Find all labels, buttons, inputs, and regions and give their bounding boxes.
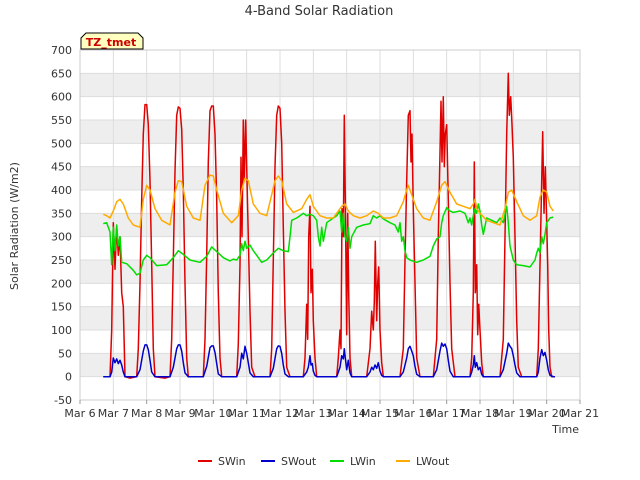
plot-frame	[79, 49, 581, 401]
series-line-lwout	[103, 174, 554, 229]
y-tick-label: 150	[51, 301, 72, 314]
x-tick-label: Mar 7	[98, 407, 129, 420]
x-tick-label: Mar 8	[131, 407, 162, 420]
band-3	[80, 306, 580, 330]
station-badge-label: TZ_tmet	[86, 36, 136, 49]
x-tick-label: Mar 13	[294, 407, 332, 420]
station-badge-box	[80, 32, 144, 50]
x-tick-label: Mar 12	[261, 407, 299, 420]
station-badge: TZ_tmet	[80, 32, 144, 50]
x-tick-label: Mar 19	[494, 407, 532, 420]
y-tick-label: 450	[51, 161, 72, 174]
x-tick-label: Mar 11	[228, 407, 266, 420]
band-7	[80, 213, 580, 237]
chart-title: 4-Band Solar Radiation	[245, 4, 394, 19]
y-tick-label: 50	[58, 347, 72, 360]
x-tick-label: Mar 21	[561, 407, 599, 420]
band-13	[80, 73, 580, 97]
y-tick-label: 350	[51, 207, 72, 220]
x-tick-label: Mar 20	[528, 407, 566, 420]
band-9	[80, 166, 580, 190]
x-tick-label: Mar 9	[164, 407, 195, 420]
legend-label-lwin: LWin	[350, 455, 376, 468]
y-tick-label: 250	[51, 254, 72, 267]
series-layer	[103, 72, 555, 379]
y-tick-label: 650	[51, 67, 72, 80]
series-line-swin	[103, 72, 555, 379]
series-line-swout	[103, 342, 555, 378]
y-tick-label: 100	[51, 324, 72, 337]
y-tick-label: 200	[51, 277, 72, 290]
y-axis-label: Solar Radiation (W/m2)	[8, 162, 21, 290]
band-5	[80, 260, 580, 284]
y-axis-ticks: -50 0 50 100 150 200 250 300 350 400 450 500 550 600 6…	[51, 44, 72, 407]
y-tick-label: 500	[51, 137, 72, 150]
band-11	[80, 120, 580, 144]
y-tick-label: 550	[51, 114, 72, 127]
x-tick-label: Mar 16	[394, 407, 432, 420]
legend-label-lwout: LWout	[416, 455, 450, 468]
y-tick-label: 400	[51, 184, 72, 197]
x-tick-label: Mar 6	[64, 407, 95, 420]
legend: SWin SWout LWin LWout	[198, 455, 450, 468]
x-tick-label: Mar 17	[428, 407, 466, 420]
x-tick-label: Mar 14	[328, 407, 366, 420]
x-axis-label: Time	[551, 423, 579, 436]
x-tick-label: Mar 15	[361, 407, 399, 420]
y-tick-label: 700	[51, 44, 72, 57]
legend-label-swout: SWout	[281, 455, 317, 468]
legend-label-swin: SWin	[218, 455, 246, 468]
y-tick-label: 600	[51, 91, 72, 104]
series-line-lwin	[103, 203, 554, 276]
y-tick-label: -50	[54, 394, 72, 407]
x-tick-label: Mar 10	[194, 407, 232, 420]
y-tick-label: 300	[51, 231, 72, 244]
x-tick-label: Mar 18	[461, 407, 499, 420]
y-tick-label: 0	[65, 371, 72, 384]
